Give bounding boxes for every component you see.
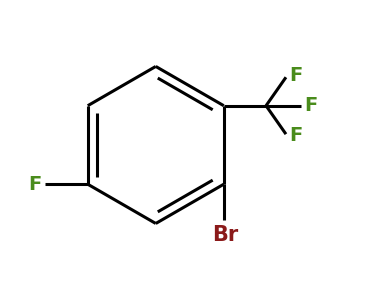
Text: Br: Br <box>212 225 238 245</box>
Text: F: F <box>305 96 318 115</box>
Text: F: F <box>28 175 42 194</box>
Text: F: F <box>290 126 303 145</box>
Text: F: F <box>290 66 303 85</box>
